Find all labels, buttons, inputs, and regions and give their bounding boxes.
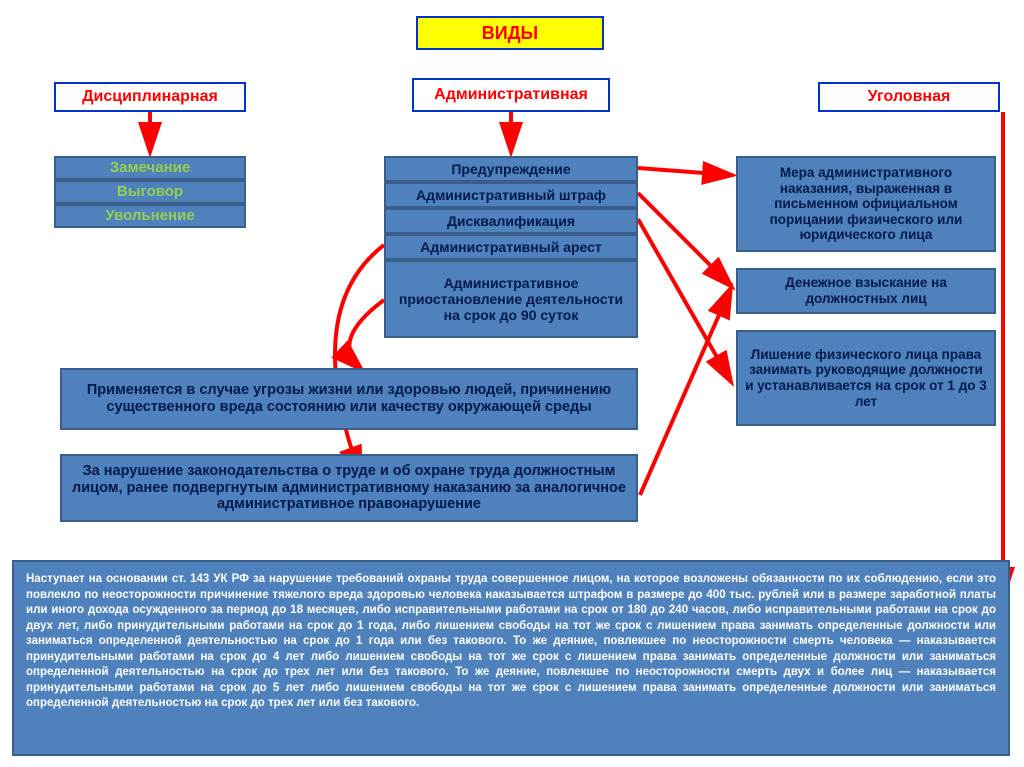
footer-box: Наступает на основании ст. 143 УК РФ за … [12, 560, 1010, 756]
wide-box-0: Применяется в случае угрозы жизни или зд… [60, 368, 638, 430]
header-criminal: Уголовная [818, 82, 1000, 112]
header-administrative: Административная [412, 78, 610, 112]
desc-2: Лишение физического лица права занимать … [736, 330, 996, 426]
admin-item-1: Административный штраф [384, 182, 638, 208]
disc-item-1: Выговор [54, 180, 246, 204]
admin-item-2: Дисквалификация [384, 208, 638, 234]
header-disciplinary: Дисциплинарная [54, 82, 246, 112]
footer-text: Наступает на основании ст. 143 УК РФ за … [26, 573, 996, 709]
disc-item-2: Увольнение [54, 204, 246, 228]
admin-item-0: Предупреждение [384, 156, 638, 182]
title-box: ВИДЫ [416, 16, 604, 50]
admin-item-3: Административный арест [384, 234, 638, 260]
title-text: ВИДЫ [482, 23, 538, 44]
desc-1: Денежное взыскание на должностных лиц [736, 268, 996, 314]
disc-item-0: Замечание [54, 156, 246, 180]
admin-item-4: Административное приостановление деятель… [384, 260, 638, 338]
desc-0: Мера административного наказания, выраже… [736, 156, 996, 252]
wide-box-1: За нарушение законодательства о труде и … [60, 454, 638, 522]
